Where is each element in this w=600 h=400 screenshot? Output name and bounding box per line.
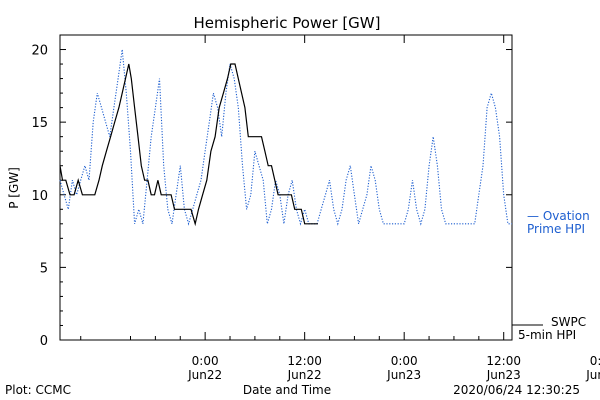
x-axis: 0:00Jun2212:00Jun220:00Jun2312:00Jun230:… [80, 35, 600, 382]
x-tick-date-label: Jun23 [386, 368, 421, 382]
y-tick-label: 20 [31, 44, 48, 59]
chart-title: Hemispheric Power [GW] [194, 14, 381, 32]
x-tick-date-label: Jun22 [187, 368, 222, 382]
x-tick-time-label: 0:00 [391, 354, 418, 368]
x-tick-date-label: Jun24 [585, 368, 600, 382]
x-axis-label: Date and Time [243, 383, 331, 397]
x-tick-time-label: 0:00 [590, 354, 600, 368]
y-tick-label: 0 [40, 334, 48, 349]
legend-ovation-label: — Ovation [527, 209, 590, 223]
x-tick-time-label: 0:00 [192, 354, 219, 368]
plot-timestamp: 2020/06/24 12:30:25 [453, 383, 580, 397]
x-tick-time-label: 12:00 [486, 354, 521, 368]
legend-swpc-label: SWPC [551, 315, 586, 329]
legend-swpc-label: 5-min HPI [518, 328, 576, 342]
y-axis-label: P [GW] [7, 167, 21, 209]
ovation-series-line [59, 49, 512, 226]
plot-credit: Plot: CCMC [5, 383, 71, 397]
y-axis: 0 5 10 15 20 [31, 34, 512, 349]
legend-ovation-label: Prime HPI [527, 222, 585, 236]
plot-frame [59, 34, 513, 341]
swpc-series-line [59, 63, 318, 227]
series-layer [59, 49, 512, 227]
x-tick-time-label: 12:00 [287, 354, 322, 368]
y-tick-label: 10 [31, 189, 48, 204]
x-tick-date-label: Jun23 [486, 368, 521, 382]
y-tick-label: 5 [40, 261, 48, 276]
y-tick-label: 15 [31, 116, 48, 131]
x-tick-date-label: Jun22 [287, 368, 322, 382]
